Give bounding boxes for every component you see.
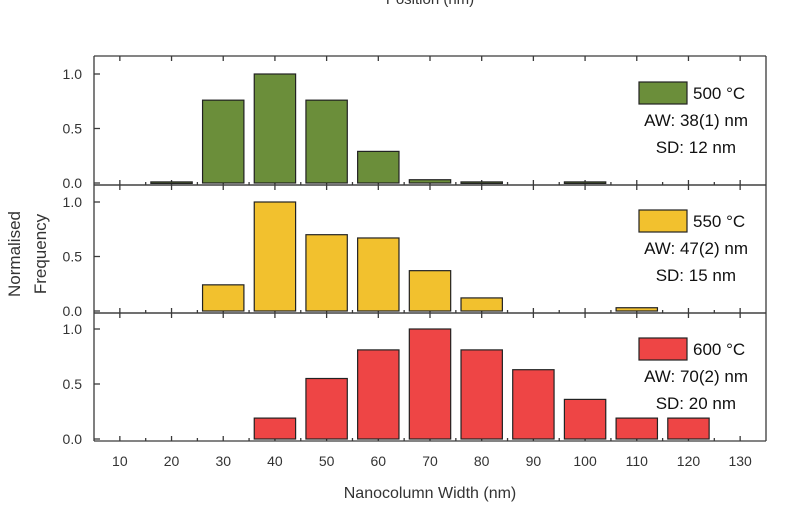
y-tick-label: 0.5 <box>63 121 83 137</box>
y-tick-label: 0.0 <box>63 175 83 191</box>
x-tick-label: 80 <box>474 453 490 469</box>
bar <box>305 377 348 440</box>
x-tick-label: 60 <box>371 453 387 469</box>
y-tick-label: 0.5 <box>63 249 83 265</box>
y-axis-label-line1: Normalised <box>5 211 24 297</box>
x-tick-label: 30 <box>215 453 231 469</box>
panel-3: 0.0 0.5 1.0 600 °C AW: 70(2) nm SD: 20 nm <box>63 312 767 447</box>
legend-swatch <box>638 337 688 361</box>
bar <box>305 99 348 184</box>
x-tick-label: 10 <box>112 453 128 469</box>
bar <box>408 328 452 440</box>
legend-swatch <box>638 81 688 105</box>
panel-2: 0.0 0.5 1.0 550 °C AW: 47(2) nm SD: 15 nm <box>63 184 767 319</box>
bar <box>563 181 607 185</box>
legend-average-width: AW: 38(1) nm <box>644 111 748 130</box>
legend-average-width: AW: 70(2) nm <box>644 367 748 386</box>
x-tick-label: 120 <box>677 453 701 469</box>
bar <box>667 417 710 440</box>
x-tick-label: 50 <box>319 453 335 469</box>
bar <box>201 99 245 184</box>
bar <box>512 369 555 440</box>
bar <box>460 349 503 440</box>
bar <box>408 270 452 312</box>
cropped-header-text: Position (nm) <box>386 0 474 8</box>
bar <box>563 398 607 440</box>
legend-swatch <box>638 209 688 233</box>
y-tick-label: 0.0 <box>63 303 83 319</box>
bar <box>460 181 503 185</box>
x-tick-label: 90 <box>526 453 542 469</box>
bar <box>460 297 503 312</box>
bar <box>253 417 297 440</box>
y-tick-label: 0.0 <box>63 431 83 447</box>
legend-label: 600 °C <box>693 340 745 359</box>
bar <box>357 237 400 312</box>
y-tick-label: 1.0 <box>63 194 83 210</box>
legend-sd: SD: 20 nm <box>656 394 736 413</box>
bar <box>615 307 659 312</box>
panel-1: 0.0 0.5 1.0 500 °C AW: 38(1) nm SD: 12 nm <box>63 55 767 191</box>
x-tick-label: 110 <box>626 453 649 469</box>
legend-average-width: AW: 47(2) nm <box>644 239 748 258</box>
legend-sd: SD: 12 nm <box>656 138 736 157</box>
x-tick-label: 100 <box>573 453 597 469</box>
bar <box>253 201 297 312</box>
bar <box>408 179 452 184</box>
x-axis-label: Nanocolumn Width (nm) <box>344 485 517 502</box>
y-axis-label-line2: Frequency <box>31 213 50 294</box>
bar <box>357 349 400 440</box>
x-tick-label: 20 <box>164 453 180 469</box>
bar <box>305 234 348 312</box>
bar <box>357 150 400 184</box>
x-tick-label: 70 <box>422 453 438 469</box>
y-tick-label: 0.5 <box>63 376 83 392</box>
bar <box>201 284 245 312</box>
legend-sd: SD: 15 nm <box>656 266 736 285</box>
x-tick-label: 130 <box>728 453 752 469</box>
x-tick-label: 40 <box>267 453 283 469</box>
bar <box>615 417 659 440</box>
y-tick-label: 1.0 <box>63 321 83 337</box>
y-tick-label: 1.0 <box>63 66 83 82</box>
bar <box>253 73 297 184</box>
legend-label: 500 °C <box>693 84 745 103</box>
bar <box>150 181 193 185</box>
legend-label: 550 °C <box>693 212 745 231</box>
